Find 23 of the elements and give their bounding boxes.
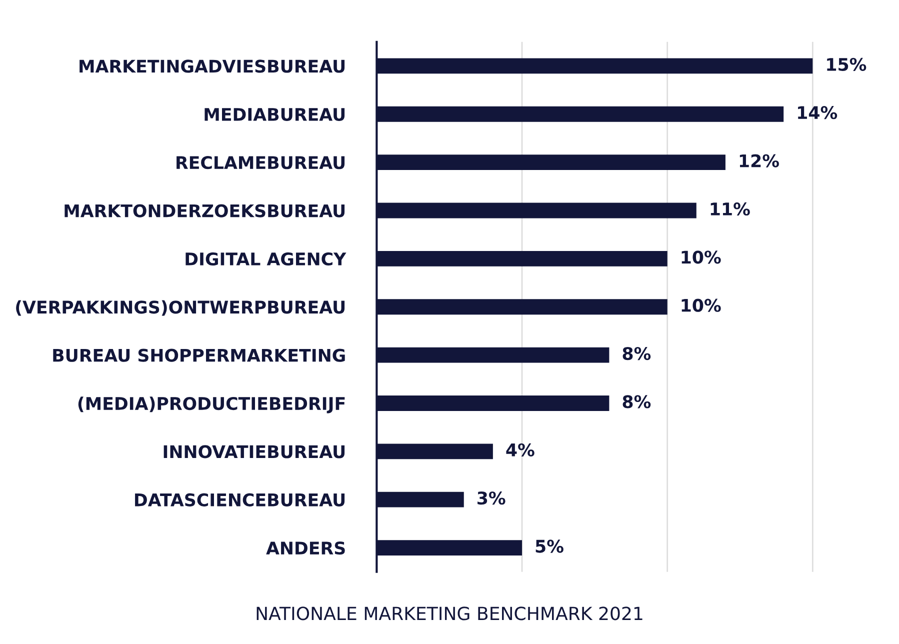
- y-tick-label: DIGITAL AGENCY: [186, 252, 346, 266]
- data-label: 10%: [682, 250, 721, 264]
- y-tick-label: (MEDIA)PRODUCTIEBEDRIJF: [78, 396, 345, 414]
- data-label: 10%: [682, 298, 721, 312]
- y-tick-label: BUREAU SHOPPERMARKETING: [53, 348, 345, 362]
- data-label: 12%: [740, 154, 779, 168]
- data-label: 4%: [506, 443, 534, 456]
- y-tick-label: (VERPAKKINGS)ONTWERPBUREAU: [16, 300, 345, 316]
- data-label: 8%: [622, 346, 651, 360]
- data-label: 11%: [710, 202, 750, 216]
- y-tick-label: MARKETINGADVIESBUREAU: [80, 60, 345, 73]
- y-tick-label: MARKTONDERZOEKSBUREAU: [64, 204, 345, 218]
- y-tick-label: INNOVATIEBUREAU: [164, 445, 345, 458]
- y-tick-label: DATASCIENCEBUREAU: [135, 493, 345, 506]
- data-label: 14%: [798, 106, 838, 120]
- data-label: 8%: [622, 395, 651, 408]
- y-tick-label: MEDIABUREAU: [204, 108, 345, 121]
- y-tick-label: ANDERS: [266, 541, 345, 555]
- data-label: 5%: [536, 540, 564, 553]
- y-tick-label: RECLAMEBUREAU: [176, 156, 345, 170]
- data-label: 15%: [827, 58, 866, 71]
- data-label: 3%: [478, 492, 506, 505]
- text: NATIONALE MARKETING BENCHMARK 2021: [256, 606, 642, 620]
